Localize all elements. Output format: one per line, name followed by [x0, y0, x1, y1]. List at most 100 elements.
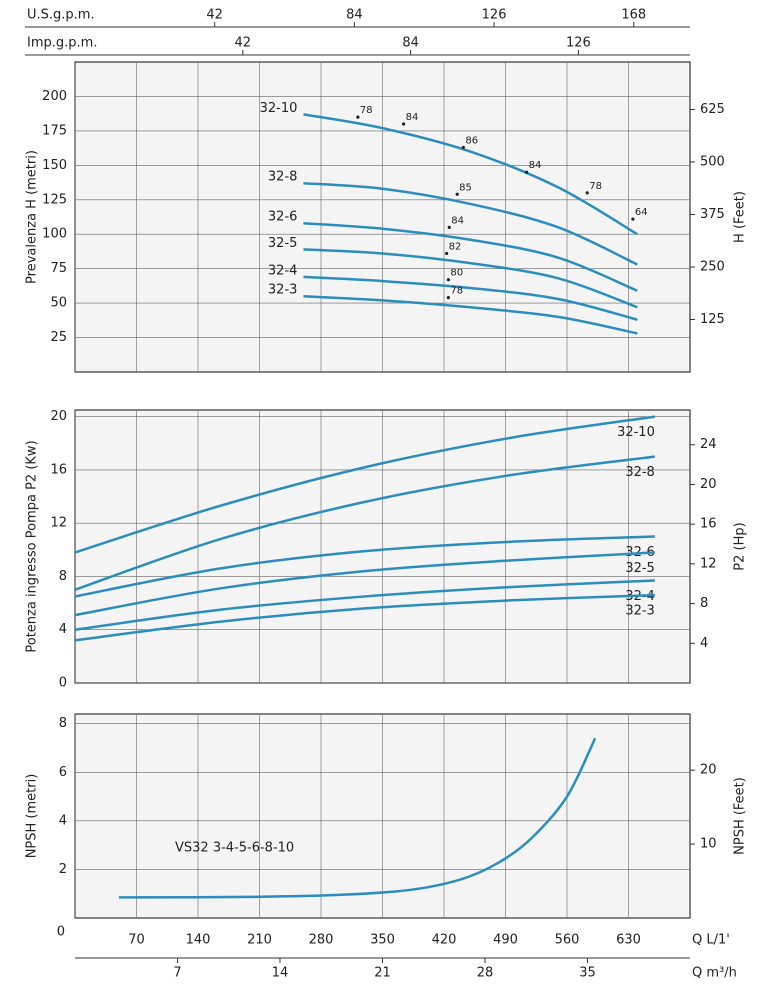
- efficiency-point: [446, 296, 450, 300]
- x2-tick-label: 35: [579, 966, 596, 981]
- top-axis-tick-label: 84: [402, 36, 419, 51]
- y-tick-label: 12: [50, 516, 67, 531]
- top-axis-tick-label: 84: [346, 8, 363, 23]
- y-tick-label: 100: [42, 227, 67, 242]
- y-axis-label: NPSH (metri): [25, 774, 40, 859]
- curve: [74, 579, 655, 631]
- x2-tick-label: 7: [173, 966, 181, 981]
- curve: [74, 415, 656, 554]
- curve: [74, 455, 656, 591]
- curve: [303, 113, 638, 236]
- y-tick-label: 8: [59, 569, 67, 584]
- efficiency-label: 78: [360, 105, 373, 116]
- top-axis-label: Imp.g.p.m.: [27, 36, 97, 51]
- y-tick-label: 2: [59, 862, 67, 877]
- efficiency-label: 84: [451, 215, 464, 226]
- y-tick-label: 50: [50, 296, 67, 311]
- curve: [303, 294, 638, 335]
- y2-tick-label: 500: [700, 154, 725, 169]
- y2-tick-label: 125: [700, 312, 725, 327]
- series-label: 32-8: [268, 170, 298, 185]
- series-label: 32-6: [268, 210, 298, 225]
- x2-tick-label: 28: [477, 966, 494, 981]
- y-tick-label: 20: [50, 409, 67, 424]
- y2-tick-label: 20: [700, 763, 717, 778]
- x2-axis-label: Q m³/h: [692, 966, 737, 981]
- y-tick-label: 0: [59, 676, 67, 691]
- efficiency-point: [446, 278, 450, 282]
- series-label: 32-10: [617, 425, 655, 440]
- top-axis-tick-label: 126: [482, 8, 507, 23]
- y-tick-label: 125: [42, 192, 67, 207]
- curve: [74, 535, 655, 598]
- y-tick-label: 8: [59, 716, 67, 731]
- efficiency-label: 78: [589, 181, 602, 192]
- y-tick-label: 175: [42, 123, 67, 138]
- efficiency-point: [461, 145, 465, 150]
- x-tick-label: 630: [616, 933, 641, 948]
- y2-tick-label: 16: [700, 517, 717, 532]
- y2-tick-label: 8: [700, 596, 708, 611]
- series-label: 32-10: [260, 101, 298, 116]
- top-axis-tick-label: 42: [235, 36, 252, 51]
- x2-tick-label: 21: [374, 966, 391, 981]
- series-label: 32-4: [268, 263, 298, 278]
- y-axis-label: Prevalenza H (metri): [25, 150, 40, 284]
- y-tick-label: 150: [42, 158, 67, 173]
- top-axis-label: U.S.g.p.m.: [27, 8, 95, 23]
- y2-axis-label: H (Feet): [733, 191, 748, 243]
- series-label: 32-8: [625, 465, 655, 480]
- series-label: 32-3: [625, 604, 655, 619]
- efficiency-point: [447, 225, 451, 229]
- y2-axis-label: P2 (Hp): [733, 522, 748, 570]
- efficiency-point: [401, 122, 406, 126]
- efficiency-point: [524, 170, 529, 174]
- efficiency-label: 64: [635, 207, 648, 218]
- y2-tick-label: 4: [700, 636, 708, 651]
- efficiency-point: [631, 217, 635, 221]
- efficiency-label: 80: [450, 268, 463, 279]
- y2-tick-label: 12: [700, 556, 717, 571]
- efficiency-label: 86: [465, 135, 478, 146]
- series-label: 32-5: [268, 236, 298, 251]
- x-tick-label: 560: [555, 933, 580, 948]
- efficiency-label: 82: [449, 242, 462, 253]
- curve: [74, 593, 655, 642]
- curve: [303, 248, 638, 309]
- curve: [303, 181, 638, 266]
- y2-axis-label: NPSH (Feet): [733, 777, 748, 855]
- efficiency-point: [445, 251, 449, 256]
- y-tick-label: 4: [59, 622, 67, 637]
- top-axis-tick-label: 126: [566, 36, 591, 51]
- curve: [303, 221, 638, 292]
- x-tick-label: 350: [370, 933, 395, 948]
- y2-tick-label: 20: [700, 477, 717, 492]
- efficiency-label: 85: [459, 182, 472, 193]
- x-tick-label: 280: [309, 933, 334, 948]
- curve: [303, 275, 638, 321]
- x-tick-label: 140: [186, 933, 211, 948]
- efficiency-label: 84: [529, 160, 542, 171]
- efficiency-point: [356, 115, 360, 119]
- efficiency-label: 84: [406, 112, 419, 123]
- x-tick-label: 420: [432, 933, 457, 948]
- npsh-annotation: VS32 3-4-5-6-8-10: [175, 841, 294, 856]
- y-tick-label: 16: [50, 462, 67, 477]
- y2-tick-label: 250: [700, 259, 725, 274]
- efficiency-point: [585, 191, 589, 195]
- y-tick-label: 75: [50, 261, 67, 276]
- x-tick-label: 0: [57, 925, 65, 940]
- y2-tick-label: 24: [700, 437, 717, 452]
- efficiency-point: [455, 192, 459, 196]
- y-tick-label: 25: [50, 330, 67, 345]
- y-tick-label: 200: [42, 89, 67, 104]
- y-axis-label: Potenza ingresso Pompa P2 (Kw): [25, 440, 40, 652]
- x-tick-label: 70: [128, 933, 145, 948]
- x2-tick-label: 14: [272, 966, 289, 981]
- curve: [74, 551, 655, 617]
- y2-tick-label: 10: [700, 837, 717, 852]
- efficiency-label: 78: [450, 286, 463, 297]
- series-label: 32-5: [625, 561, 655, 576]
- series-label: 32-3: [268, 283, 298, 298]
